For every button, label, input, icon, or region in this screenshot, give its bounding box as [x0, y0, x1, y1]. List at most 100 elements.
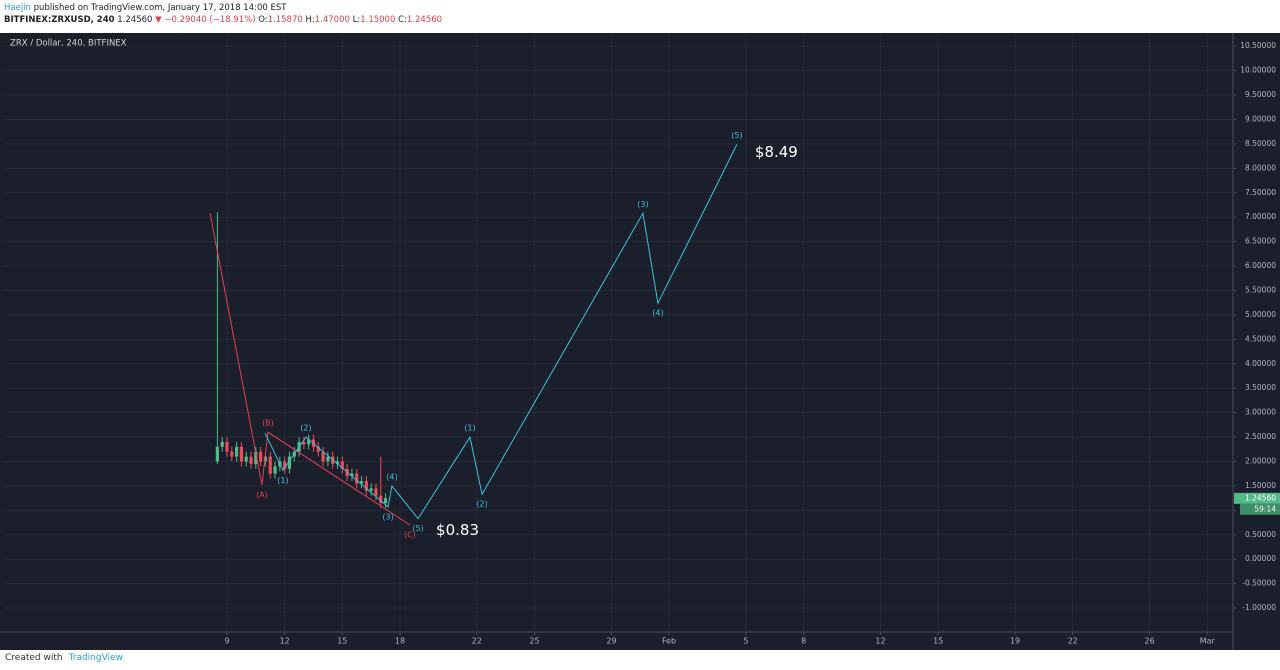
wave-line — [209, 213, 411, 526]
x-tick-label: 26 — [1144, 637, 1154, 646]
candle-body — [230, 451, 234, 457]
ohlc-key: H: — [305, 15, 315, 25]
chart: ZRX / Dollar, 240, BITFINEX -1.00000 -0.5… — [0, 33, 1280, 650]
countdown: 59:14 — [1254, 504, 1276, 513]
y-tick-label: 5.50000 — [1245, 285, 1276, 294]
candle-body — [359, 481, 364, 484]
wave-label: (3) — [637, 200, 648, 209]
wave-label: (2) — [300, 424, 311, 433]
candle-body — [220, 441, 224, 447]
candle-body — [244, 456, 248, 462]
y-tick-label: 3.00000 — [1245, 408, 1276, 417]
candle-body — [249, 456, 253, 464]
wave-label: (B) — [262, 419, 274, 428]
candle-body — [259, 451, 263, 462]
x-tick-label: 12 — [875, 637, 885, 646]
author[interactable]: Haejin — [4, 3, 31, 13]
x-tick-label: Feb — [662, 637, 676, 646]
candle-body — [335, 461, 340, 464]
candle-body — [215, 446, 219, 462]
x-tick-label: 15 — [933, 637, 943, 646]
brand[interactable]: TradingView — [68, 653, 123, 663]
y-tick-label: 6.00000 — [1245, 261, 1276, 270]
change: ▼ −0.29040 (−18.91%) — [155, 15, 256, 25]
y-tick-label: 7.50000 — [1245, 188, 1276, 197]
wave-label: (4) — [652, 309, 663, 318]
x-tick-label: 15 — [337, 637, 347, 646]
candle-body — [254, 451, 258, 464]
wave-label: (5) — [731, 131, 742, 140]
x-tick-label: 19 — [1010, 637, 1020, 646]
y-tick-label: 4.00000 — [1245, 359, 1276, 368]
x-tick-label: 5 — [743, 637, 748, 646]
candle-body — [235, 446, 239, 457]
candle-body — [379, 495, 383, 504]
change-value: −0.29040 (−18.91%) — [164, 15, 256, 25]
price-target: $8.49 — [755, 143, 798, 161]
candle-body — [268, 456, 272, 474]
candle-body — [302, 441, 306, 445]
ohlc-value: 1.47000 — [314, 15, 350, 25]
wave-label: (4) — [386, 472, 397, 481]
footer: Created with TradingView — [5, 653, 123, 663]
x-tick-label: 9 — [224, 637, 229, 646]
wave-label: (5) — [412, 524, 423, 533]
x-tick-label: 22 — [1068, 637, 1078, 646]
candle-body — [316, 446, 320, 452]
wave-label: (A) — [256, 490, 268, 499]
wave-label: (1) — [277, 476, 288, 485]
ohlc-value: 1.15870 — [267, 15, 303, 25]
x-tick-label: 12 — [280, 637, 290, 646]
last-price-label: 1.24560 — [1245, 493, 1276, 502]
candle-body — [283, 461, 287, 469]
y-tick-label: -0.50000 — [1242, 579, 1276, 588]
y-tick-label: 3.50000 — [1245, 383, 1276, 392]
header: Haejin published on TradingView.com, Jan… — [4, 2, 442, 26]
wave-label: (3) — [382, 512, 393, 521]
candle-body — [225, 441, 229, 452]
chart-background — [0, 33, 1280, 650]
ohlc-value: 1.15000 — [360, 15, 396, 25]
y-tick-label: 10.50000 — [1240, 41, 1276, 50]
y-tick-label: 0.50000 — [1245, 530, 1276, 539]
x-tick-label: 8 — [801, 637, 806, 646]
candle-body — [374, 488, 378, 496]
y-tick-label: 2.00000 — [1245, 456, 1276, 465]
x-tick-label: 18 — [395, 637, 405, 646]
ohlc-key: L: — [352, 15, 361, 25]
footer-text: Created with — [5, 653, 63, 663]
published: published on TradingView.com, January 17… — [33, 3, 287, 13]
y-tick-label: 6.50000 — [1245, 237, 1276, 246]
chart-legend: ZRX / Dollar, 240, BITFINEX — [10, 39, 127, 49]
y-tick-label: 10.00000 — [1240, 66, 1276, 75]
candle-body — [326, 456, 330, 462]
y-tick-label: 9.00000 — [1245, 114, 1276, 123]
y-tick-label: 5.00000 — [1245, 310, 1276, 319]
price-target: $0.83 — [436, 521, 479, 539]
ohlc-value: 1.24560 — [406, 15, 443, 25]
wave-line — [264, 144, 738, 520]
candle-body — [263, 456, 268, 462]
candle-body — [350, 473, 354, 477]
countdown-tag — [1240, 503, 1280, 515]
ohlc-key: C: — [398, 15, 407, 25]
candle-body — [307, 439, 311, 445]
candle-body — [321, 451, 325, 462]
candle-body — [383, 498, 388, 504]
candle-body — [364, 481, 368, 491]
candle-body — [369, 488, 373, 491]
y-tick-label: 0.00000 — [1245, 554, 1276, 563]
x-tick-label: 29 — [606, 637, 616, 646]
candle-body — [287, 456, 292, 469]
last-price-tag — [1234, 492, 1280, 504]
candle-body — [340, 461, 344, 469]
header-line: Haejin published on TradingView.com, Jan… — [4, 2, 442, 14]
y-tick-label: 9.50000 — [1245, 90, 1276, 99]
candle-body — [273, 466, 277, 474]
y-tick-label: -1.00000 — [1242, 603, 1276, 612]
wave-label: (1) — [464, 424, 475, 433]
y-tick-label: 4.50000 — [1245, 334, 1276, 343]
candle-body — [239, 446, 244, 462]
last: 1.24560 — [117, 15, 153, 25]
